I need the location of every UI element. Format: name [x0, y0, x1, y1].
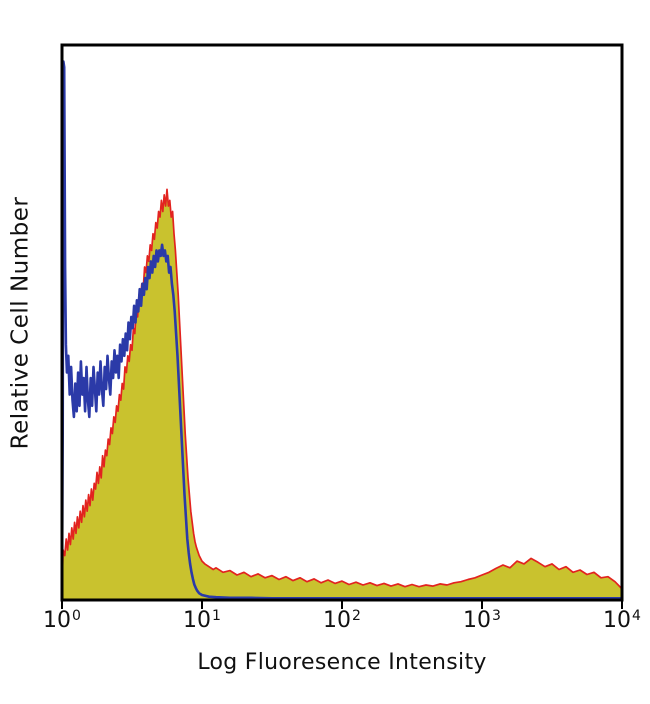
- tick-base: 10: [463, 608, 492, 633]
- tick-exponent: 2: [352, 608, 361, 624]
- tick-exponent: 0: [72, 608, 81, 624]
- x-tick-label-1e1: 101: [183, 608, 221, 633]
- x-tick-label-1e2: 102: [323, 608, 361, 633]
- x-axis-title: Log Fluoresence Intensity: [197, 650, 487, 675]
- x-tick-label-1e3: 103: [463, 608, 501, 633]
- x-tick-label-1e4: 104: [603, 608, 641, 633]
- stained-sample-red-curve: [62, 188, 622, 590]
- tick-base: 10: [43, 608, 72, 633]
- plot-border: [60, 43, 624, 602]
- tick-exponent: 3: [492, 608, 501, 624]
- control-blue-curve: [62, 60, 622, 600]
- x-axis-tick-marks: [61, 601, 623, 609]
- tick-base: 10: [603, 608, 632, 633]
- tick-exponent: 1: [212, 608, 221, 624]
- tick-base: 10: [323, 608, 352, 633]
- x-tick-label-1e0: 100: [43, 608, 81, 633]
- tick-base: 10: [183, 608, 212, 633]
- stained-sample-area-fill: [62, 189, 622, 600]
- tick-exponent: 4: [632, 608, 641, 624]
